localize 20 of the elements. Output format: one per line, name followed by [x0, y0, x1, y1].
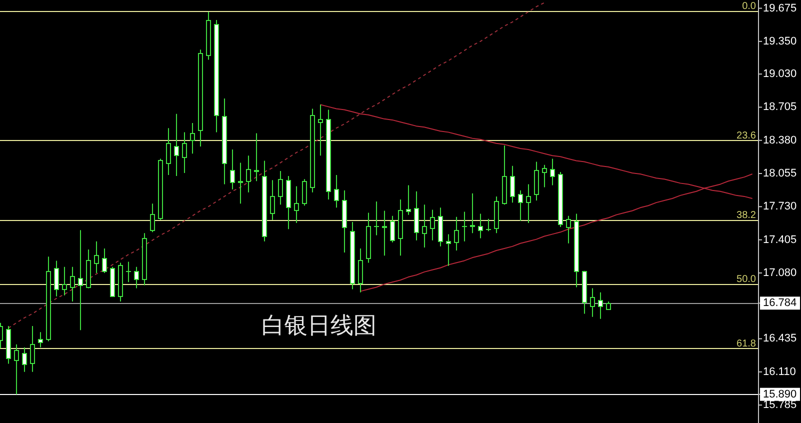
annotation: 50.0 [736, 274, 756, 286]
y-tick-label: 16.110 [763, 366, 796, 378]
y-tick-label: 15.785 [763, 399, 797, 412]
y-tick-label: 19.350 [763, 35, 797, 48]
y-tick-label: 18.380 [763, 134, 797, 146]
annotation: 38.2 [736, 210, 756, 221]
annotation: 0.0 [742, 0, 756, 12]
annotation: 61.8 [736, 338, 756, 350]
y-tick-label: 18.055 [763, 168, 797, 180]
y-tick-label: 17.730 [763, 200, 797, 213]
ref-line-label: 16.784 [763, 297, 797, 310]
text: 白银日线图 [262, 312, 377, 338]
y-tick-label: 17.080 [763, 266, 797, 279]
y-tick-label: 16.435 [763, 332, 797, 345]
y-tick-label: 19.030 [763, 68, 797, 80]
y-tick-label: 17.405 [763, 234, 797, 246]
annotation: 23.6 [736, 130, 756, 142]
ref-line-label: 15.890 [763, 388, 797, 400]
y-tick-label: 19.675 [763, 2, 797, 14]
y-tick-label: 18.705 [763, 101, 797, 114]
